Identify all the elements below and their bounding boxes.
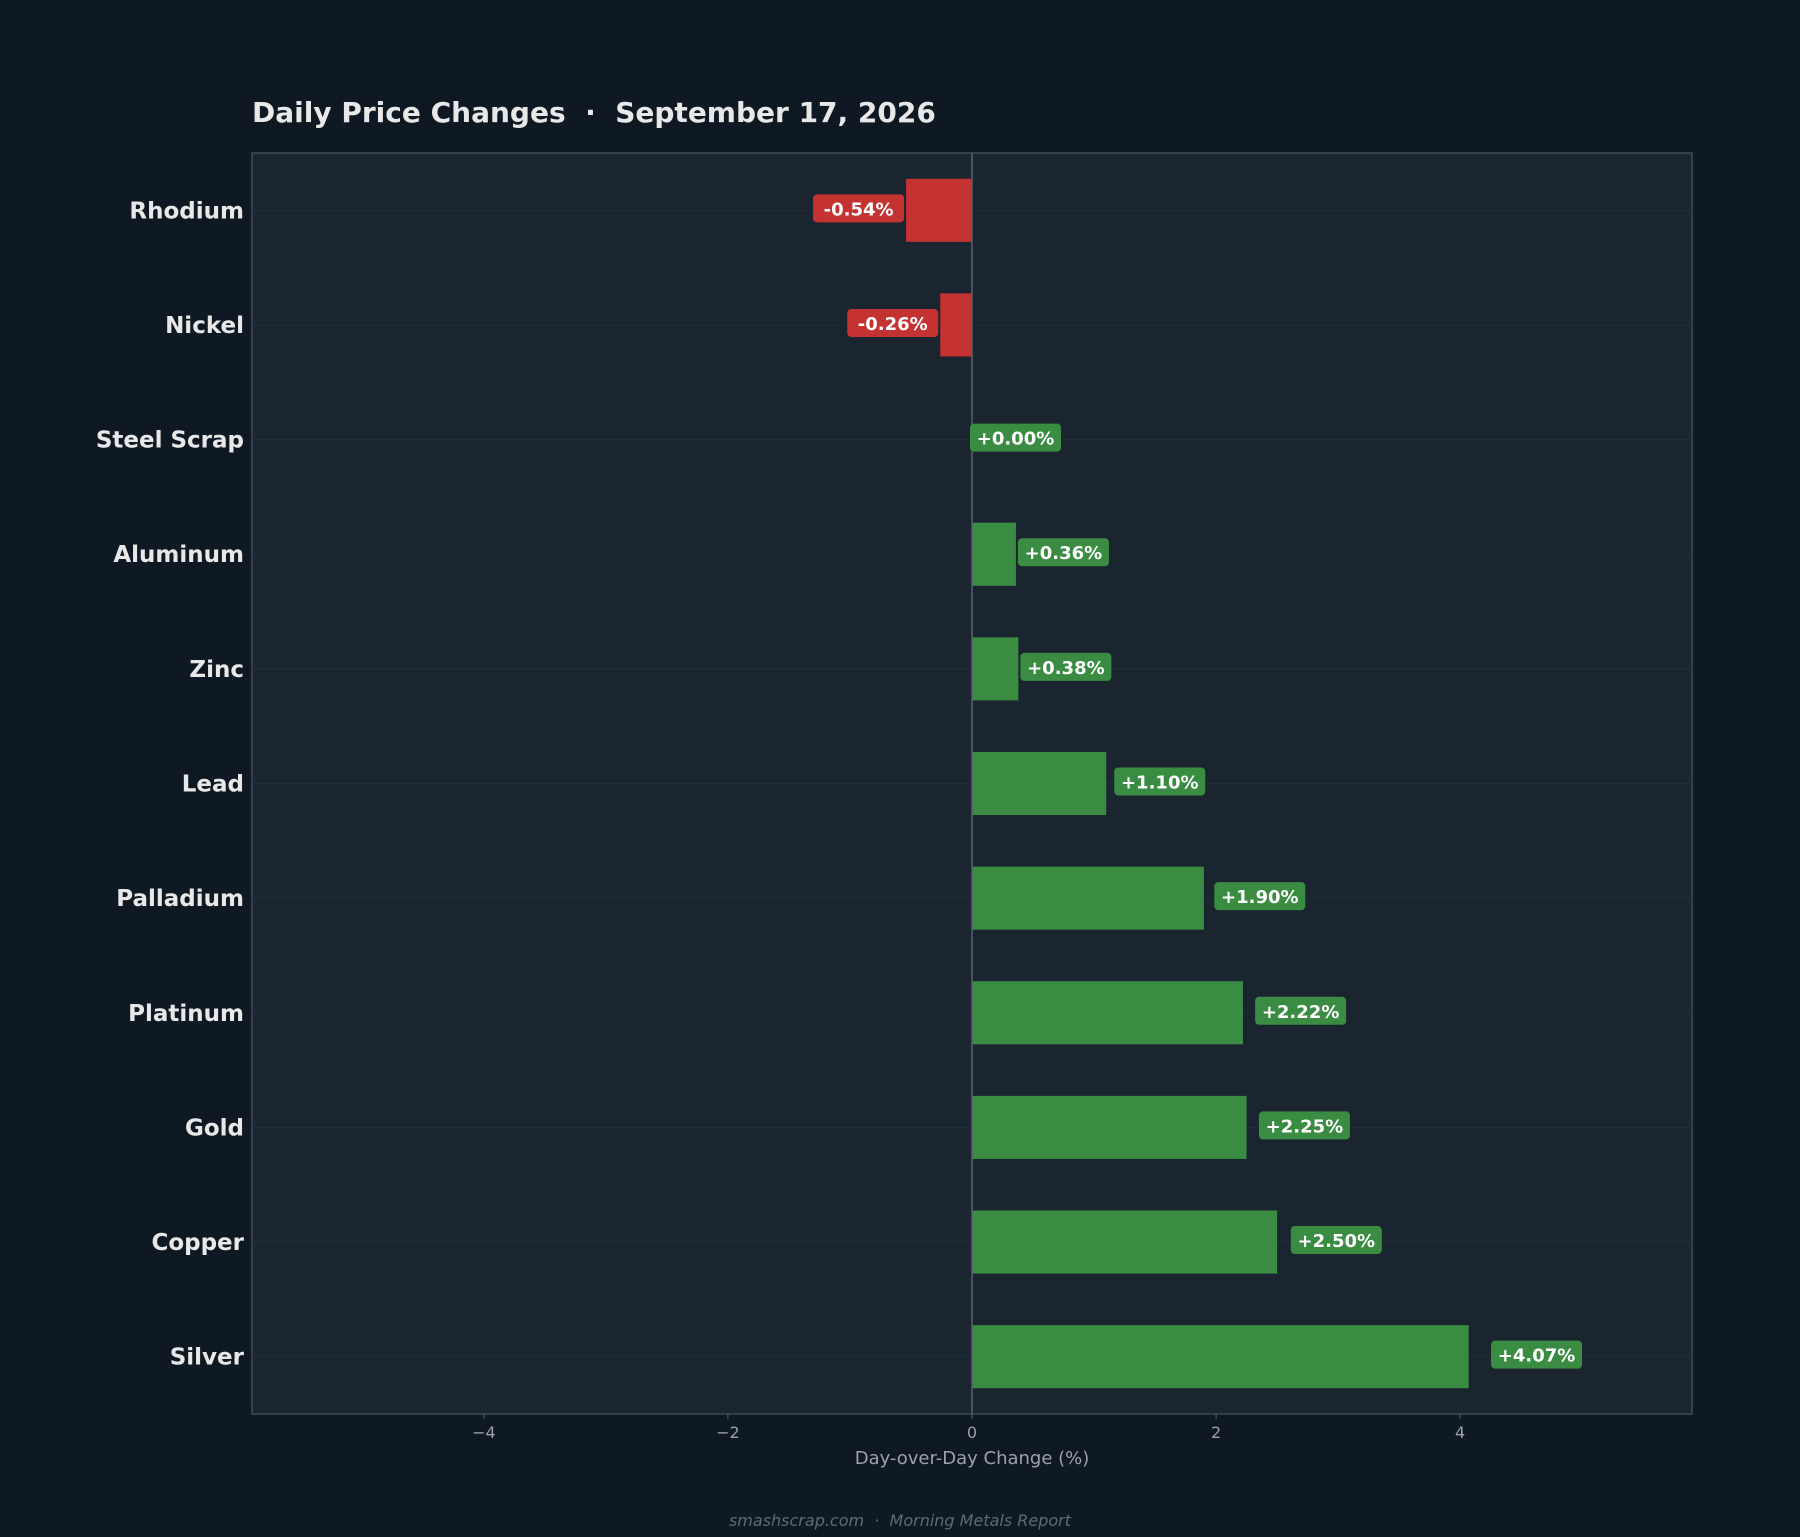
category-label: Lead bbox=[182, 772, 244, 798]
data-label: +2.22% bbox=[1262, 1002, 1340, 1023]
bar-silver bbox=[972, 1325, 1469, 1389]
bar-nickel bbox=[940, 293, 972, 357]
data-label-badge bbox=[1255, 996, 1347, 1025]
bar-rhodium bbox=[906, 178, 972, 242]
bar-palladium bbox=[972, 866, 1204, 930]
data-label-badge bbox=[813, 194, 905, 223]
bars bbox=[906, 178, 1469, 1389]
data-label-badge bbox=[1258, 1111, 1350, 1140]
data-labels: -0.54% -0.26% +0.00% +0.36% +0.38% +1.10% +1.9… bbox=[813, 194, 1583, 1369]
category-label: Platinum bbox=[128, 1001, 244, 1027]
category-label: Silver bbox=[170, 1345, 245, 1371]
data-label-badge bbox=[1214, 882, 1306, 911]
x-tick-label: −4 bbox=[472, 1423, 496, 1442]
category-label: Palladium bbox=[116, 886, 244, 912]
data-label-badge bbox=[1290, 1226, 1382, 1255]
category-labels: Rhodium Nickel Steel Scrap Aluminum Zinc Lead… bbox=[96, 198, 245, 1370]
x-tick-label: 4 bbox=[1455, 1423, 1465, 1442]
category-label: Zinc bbox=[189, 657, 244, 683]
data-label-badge bbox=[970, 423, 1061, 452]
category-label: Nickel bbox=[165, 313, 244, 339]
category-label: Copper bbox=[151, 1230, 244, 1256]
category-label: Aluminum bbox=[113, 542, 244, 568]
data-label: +1.90% bbox=[1221, 887, 1299, 908]
bar-lead bbox=[972, 751, 1107, 816]
data-label-badge bbox=[1020, 652, 1112, 681]
data-label: +0.00% bbox=[977, 429, 1055, 450]
data-label-badge bbox=[1491, 1340, 1583, 1369]
data-label: +4.07% bbox=[1498, 1346, 1576, 1367]
data-label: -0.26% bbox=[858, 314, 928, 335]
bar-copper bbox=[972, 1210, 1278, 1274]
x-axis-ticks: −4 −2 0 2 4 bbox=[472, 1414, 1465, 1442]
bar-aluminum bbox=[972, 522, 1016, 586]
bar-gold bbox=[972, 1095, 1247, 1159]
category-label: Gold bbox=[185, 1115, 244, 1141]
x-tick-label: −2 bbox=[716, 1423, 740, 1442]
data-label: +1.10% bbox=[1121, 773, 1199, 794]
data-label-badge bbox=[1114, 767, 1206, 796]
data-label: +2.50% bbox=[1298, 1231, 1376, 1252]
data-label: +0.38% bbox=[1027, 658, 1105, 679]
chart-title: Daily Price Changes · September 17, 2026 bbox=[252, 96, 936, 129]
bar-zinc bbox=[972, 637, 1019, 701]
data-label: -0.54% bbox=[824, 199, 894, 220]
category-label: Rhodium bbox=[129, 198, 244, 224]
data-label-badge bbox=[847, 308, 939, 337]
footer-text: smashscrap.com · Morning Metals Report bbox=[729, 1511, 1072, 1530]
data-label: +0.36% bbox=[1025, 543, 1103, 564]
data-label: +2.25% bbox=[1266, 1116, 1344, 1137]
x-tick-label: 0 bbox=[967, 1423, 977, 1442]
data-label-badge bbox=[1017, 538, 1109, 567]
x-tick-label: 2 bbox=[1211, 1423, 1221, 1442]
category-label: Steel Scrap bbox=[96, 428, 244, 454]
bar-platinum bbox=[972, 981, 1243, 1045]
x-axis-label: Day-over-Day Change (%) bbox=[855, 1448, 1090, 1469]
